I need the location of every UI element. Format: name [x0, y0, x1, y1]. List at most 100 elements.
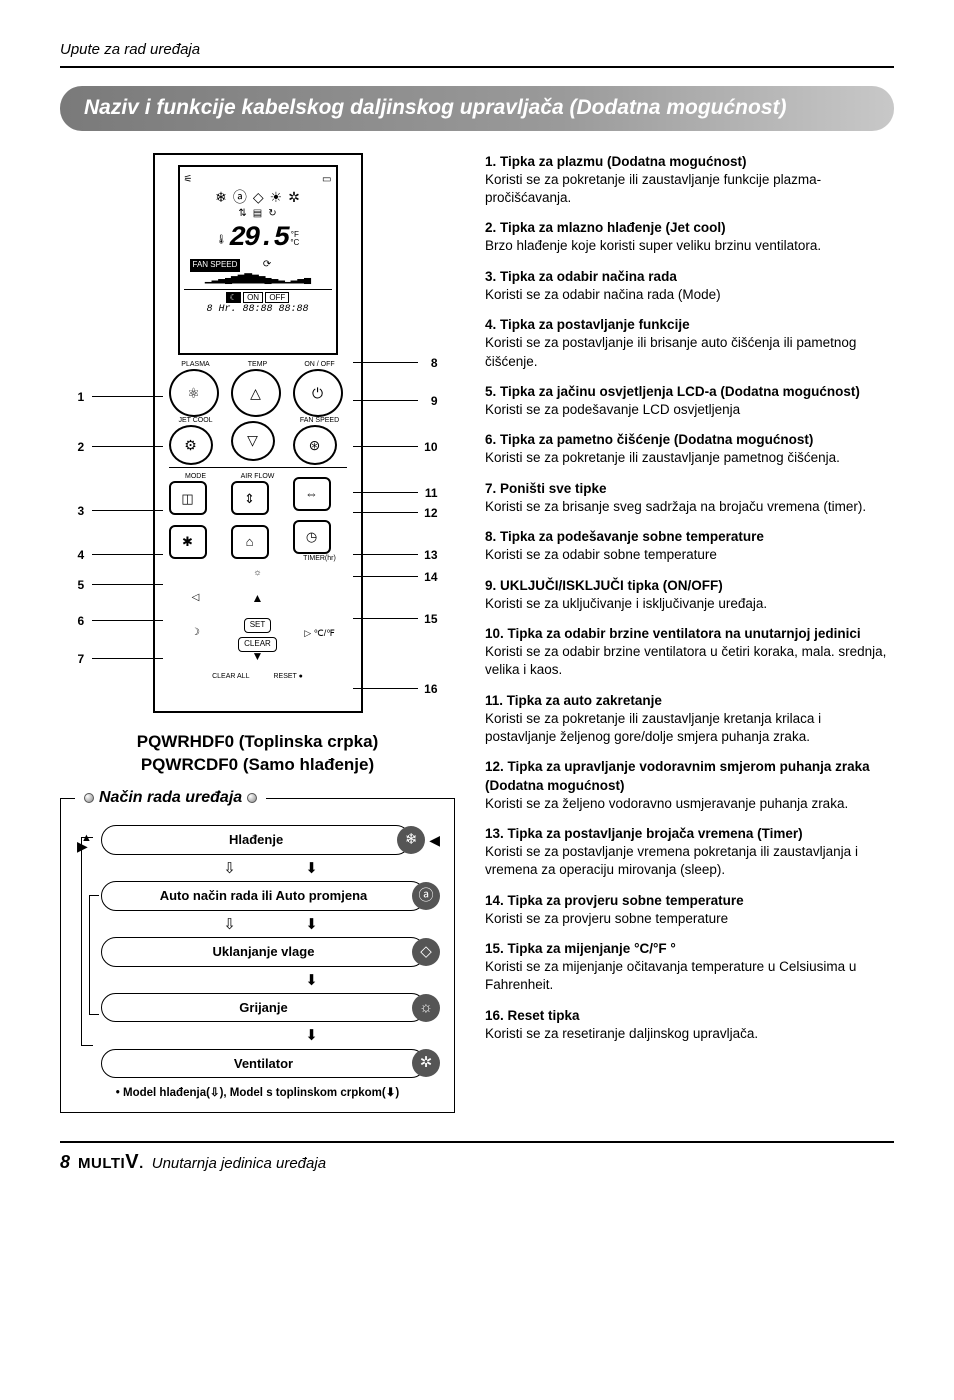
- list-item: 13. Tipka za postavljanje brojača vremen…: [485, 825, 894, 880]
- onoff-label: ON / OFF: [293, 360, 347, 369]
- page-footer: 8 MULTIV. Unutarnja jedinica uređaja: [60, 1141, 894, 1176]
- page-number: 8: [60, 1150, 70, 1174]
- leader-10: 10: [353, 439, 438, 455]
- open-down-arrow-icon: [219, 1026, 241, 1046]
- reset-label: RESET: [273, 673, 296, 680]
- jetcool-button[interactable]: ⚙: [169, 425, 213, 465]
- leader-14: 14: [353, 569, 438, 585]
- leader-2: 2: [78, 439, 163, 455]
- thermometer-icon: 🌡: [216, 233, 227, 245]
- mode-title: Način rada uređaja: [75, 787, 266, 809]
- timer-label: TIMER(hr): [293, 554, 347, 563]
- page-icon: ▤: [253, 207, 262, 221]
- lcd-bars: ▁▂▃▄▅▆▇▆▅▄▃▂▁▂▃▄: [184, 272, 332, 286]
- drop-icon: ◇: [253, 188, 264, 207]
- airflow-button[interactable]: ⇕: [231, 481, 269, 515]
- temp-button[interactable]: △: [231, 369, 281, 417]
- leader-4: 4: [78, 547, 163, 563]
- loop-line: [81, 837, 93, 1046]
- brand-name: MULTI: [78, 1155, 125, 1172]
- mode-icon: ✲: [412, 1049, 440, 1077]
- leader-12: 12: [353, 505, 438, 521]
- list-item: 3. Tipka za odabir načina radaKoristi se…: [485, 268, 894, 304]
- swing-icon: ⇅: [238, 207, 246, 221]
- auto-icon: ⓐ: [233, 188, 247, 207]
- leader-9: 9: [353, 393, 438, 409]
- lcd-screen: ⚟ ▭ ❄ ⓐ ◇ ☀ ✲ ⇅ ▤ ↻: [178, 165, 338, 355]
- temp-down-button[interactable]: ▽: [231, 421, 275, 461]
- mode-pill: Uklanjanje vlage: [101, 937, 426, 967]
- list-item: 11. Tipka za auto zakretanjeKoristi se z…: [485, 692, 894, 747]
- list-item: 12. Tipka za upravljanje vodoravnim smje…: [485, 758, 894, 813]
- list-item: 1. Tipka za plazmu (Dodatna mogućnost)Ko…: [485, 153, 894, 208]
- list-item: 2. Tipka za mlazno hlađenje (Jet cool)Br…: [485, 219, 894, 255]
- moon-icon: ☽: [169, 626, 223, 640]
- home-button[interactable]: ⌂: [231, 525, 269, 559]
- model-cooling: PQWRCDF0 (Samo hlađenje): [60, 754, 455, 777]
- left-arrow: ◁: [169, 591, 223, 605]
- mode-button[interactable]: ◫: [169, 481, 207, 515]
- running-head: Upute za rad uređaja: [60, 40, 894, 68]
- leader-1: 1: [78, 389, 163, 405]
- lcd-mode-indicator: ☾: [226, 292, 241, 303]
- clean-icon: ↻: [268, 207, 276, 221]
- list-item: 5. Tipka za jačinu osvjetljenja LCD-a (D…: [485, 383, 894, 419]
- lcd-off: OFF: [265, 292, 289, 303]
- mode-pill: Ventilator: [101, 1049, 426, 1079]
- battery-icon: ▭: [322, 173, 331, 187]
- hswing-button[interactable]: ⇔: [293, 477, 331, 511]
- power-button[interactable]: ⏻: [293, 369, 343, 417]
- model-heatpump: PQWRHDF0 (Toplinska crpka): [60, 731, 455, 754]
- list-item: 10. Tipka za odabir brzine ventilatora n…: [485, 625, 894, 680]
- remote-diagram: ⚟ ▭ ❄ ⓐ ◇ ☀ ✲ ⇅ ▤ ↻: [78, 153, 438, 713]
- leader-3: 3: [78, 503, 163, 519]
- leader-6: 6: [78, 613, 163, 629]
- list-item: 4. Tipka za postavljanje funkcijeKoristi…: [485, 316, 894, 371]
- jetcool-label: JET COOL: [169, 416, 223, 425]
- snowflake-icon: ❄: [215, 188, 227, 207]
- temp-label: TEMP: [231, 360, 285, 369]
- leader-8: 8: [353, 355, 438, 371]
- list-item: 7. Poništi sve tipkeKoristi se za brisan…: [485, 480, 894, 516]
- list-item: 6. Tipka za pametno čišćenje (Dodatna mo…: [485, 431, 894, 467]
- leader-13: 13: [353, 547, 438, 563]
- signal-icon: ⚟: [184, 173, 193, 187]
- leader-16: 16: [353, 681, 438, 697]
- brand-v: V: [125, 1151, 139, 1173]
- mode-icon: ❄: [397, 826, 425, 854]
- arrow-icon: ⟳: [263, 259, 271, 270]
- list-item: 8. Tipka za podešavanje sobne temperatur…: [485, 528, 894, 564]
- open-down-arrow-icon: ⇩: [219, 915, 241, 935]
- leader-11: 11: [353, 485, 438, 501]
- mode-pill: Grijanje: [101, 993, 426, 1023]
- plasma-button[interactable]: ⚛: [169, 369, 219, 417]
- func-button[interactable]: ✱: [169, 525, 207, 559]
- mode-pill: Auto način rada ili Auto promjena: [101, 881, 426, 911]
- open-down-arrow-icon: [219, 971, 241, 991]
- airflow-label: AIR FLOW: [231, 472, 285, 481]
- fanspeed-label: FAN SPEED: [293, 416, 347, 425]
- mode-label: MODE: [169, 472, 223, 481]
- set-button[interactable]: SET: [244, 618, 272, 633]
- down-open-arrow-icon: ⇩: [210, 1087, 220, 1099]
- fanspeed-button[interactable]: ⊛: [293, 425, 337, 465]
- mode-icon: ◇: [412, 938, 440, 966]
- mode-footer: • Model hlađenja(⇩), Model s toplinskom …: [75, 1086, 440, 1102]
- leader-15: 15: [353, 611, 438, 627]
- lcd-clock: 88:88 88:88: [243, 304, 309, 315]
- down-solid-arrow-icon: ⬇: [386, 1087, 396, 1099]
- mode-pill: Hlađenje: [101, 825, 411, 855]
- mode-icon: ⓐ: [412, 882, 440, 910]
- open-down-arrow-icon: ⇩: [219, 859, 241, 879]
- solid-down-arrow-icon: ⬇: [301, 859, 323, 879]
- mode-diagram: Način rada uređaja ▶ ▲ Hlađenje❄◀⇩⬇Auto …: [60, 798, 455, 1112]
- temp-unit-c: °C: [290, 238, 299, 247]
- cf-toggle[interactable]: ▷ ℃/℉: [293, 627, 347, 639]
- list-item: 14. Tipka za provjeru sobne temperatureK…: [485, 892, 894, 928]
- list-item: 9. UKLJUČI/ISKLJUČI tipka (ON/OFF)Korist…: [485, 577, 894, 613]
- leader-5: 5: [78, 577, 163, 593]
- leader-7: 7: [78, 651, 163, 667]
- lcd-temp: 29.5: [229, 220, 288, 258]
- timer-button[interactable]: ◷: [293, 520, 331, 554]
- lcd-on: ON: [243, 292, 263, 303]
